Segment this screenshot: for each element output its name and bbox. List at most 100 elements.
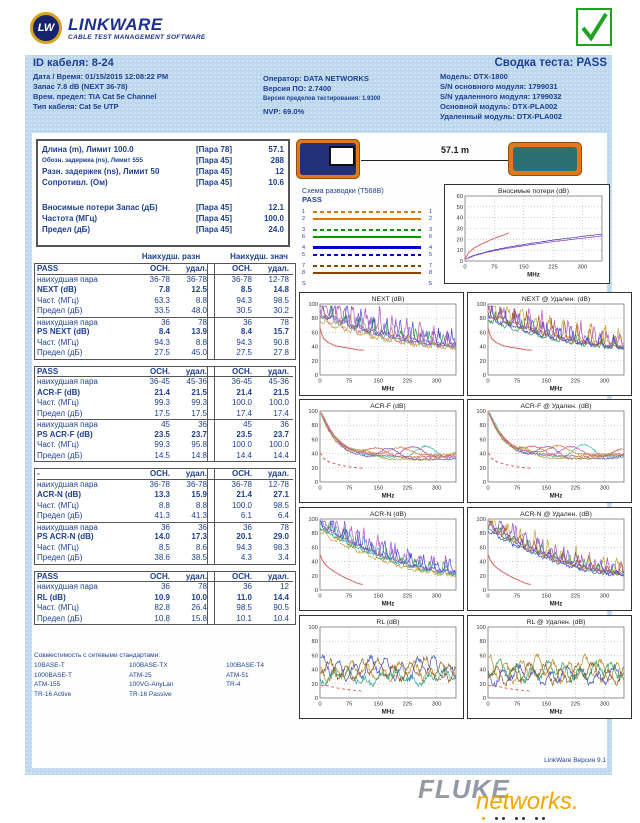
table-row: RL (dB) 10.9 10.0 11.0 14.4 — [37, 592, 293, 603]
cell-value: 26.4 — [191, 603, 207, 612]
svg-text:75: 75 — [346, 594, 352, 600]
info-row: Частота (МГц) [Пара 45] 100.0 — [42, 213, 284, 224]
svg-text:225: 225 — [403, 594, 413, 600]
header-line: Оператор: DATA NETWORKS — [263, 74, 369, 83]
svg-text:75: 75 — [514, 379, 520, 385]
cell-value: 23.5 — [236, 429, 252, 439]
header-line: Основной модуль: DTX-PLA002 — [440, 102, 558, 111]
svg-text:80: 80 — [480, 531, 486, 537]
standards-block: Совместимость с сетевыми стандартами: 10… — [34, 652, 296, 699]
svg-text:MHz: MHz — [550, 386, 563, 393]
svg-text:225: 225 — [571, 379, 581, 385]
cell-value: 7.8 — [158, 285, 170, 294]
svg-text:MHz: MHz — [527, 272, 540, 279]
wire-line — [313, 246, 421, 249]
svg-text:20: 20 — [312, 466, 318, 472]
row-label: PASS — [37, 571, 59, 581]
svg-text:MHz: MHz — [382, 386, 395, 393]
svg-text:150: 150 — [541, 702, 551, 708]
svg-text:10: 10 — [457, 248, 463, 254]
wire-number-right: 3 — [428, 226, 432, 233]
cable-line — [361, 160, 508, 161]
cell-value: 63.3 — [154, 295, 170, 305]
results-section: PASS ОСН. удал. ОСН. удал. наихудшая пара 36 78… — [34, 570, 296, 625]
cell-value: 10.4 — [273, 613, 289, 623]
info-pair: [Пара 45] — [196, 203, 232, 212]
cell-value: 8.8 — [195, 295, 207, 305]
cell-value: 14.4 — [236, 450, 252, 460]
cell-value: 10.0 — [191, 592, 207, 602]
svg-text:40: 40 — [480, 668, 486, 674]
row-label: PS NEXT (dB) — [37, 327, 90, 336]
chart-rl-remote: RL @ Удален. (dB) 0 20 40 60 80 100 0 75 150 225 30… — [467, 615, 632, 719]
svg-text:80: 80 — [312, 316, 318, 322]
cell-value: 17.5 — [154, 408, 170, 418]
info-value: 12 — [275, 167, 284, 176]
svg-text:NEXT (dB): NEXT (dB) — [372, 296, 405, 303]
cell-value: ОСН. — [150, 264, 170, 273]
cell-value: 8.4 — [158, 327, 170, 336]
column-divider — [207, 398, 215, 409]
info-row: Предел (дБ) [Пара 45] 24.0 — [42, 224, 284, 235]
row-label: ACR-F (dB) — [37, 387, 81, 397]
row-label: Част. (МГц) — [37, 500, 79, 510]
cell-value: 48.0 — [191, 306, 207, 315]
cell-value: 78 — [198, 582, 207, 591]
svg-text:60: 60 — [480, 437, 486, 443]
svg-text:150: 150 — [541, 379, 551, 385]
cell-value: 12-78 — [268, 479, 289, 489]
cell-value: 98.5 — [236, 603, 252, 612]
table-row: Част. (МГц) 94.3 8.8 94.3 90.8 — [37, 337, 293, 348]
svg-text:0: 0 — [486, 594, 489, 600]
svg-text:0: 0 — [318, 702, 321, 708]
wire-number-left: 6 — [302, 233, 306, 240]
table-row: наихудшая пара 36-78 36-78 36-78 12-78 — [37, 479, 293, 490]
column-divider — [207, 553, 215, 564]
cell-value: 14.0 — [154, 532, 170, 541]
standard-item: 1000BASE-T — [34, 671, 72, 679]
cell-value: 94.3 — [236, 337, 252, 347]
wire-line — [313, 235, 421, 238]
cell-value: 8.5 — [158, 542, 170, 552]
svg-text:75: 75 — [514, 486, 520, 492]
cell-value: 36-78 — [186, 274, 207, 284]
remote-tester-face — [513, 147, 577, 171]
row-label: Предел (дБ) — [37, 613, 83, 623]
table-row: - ОСН. удал. ОСН. удал. — [37, 469, 293, 480]
cell-value: 4.3 — [240, 553, 252, 562]
info-value: 57.1 — [268, 145, 284, 154]
column-divider — [207, 337, 215, 348]
svg-text:60: 60 — [480, 653, 486, 659]
column-divider — [207, 571, 215, 582]
cell-value: удал. — [185, 264, 207, 273]
cell-value: 13.9 — [191, 327, 207, 336]
info-name: Вносимые потери Запас (дБ) — [42, 203, 158, 212]
svg-text:20: 20 — [480, 574, 486, 580]
svg-text:75: 75 — [346, 486, 352, 492]
row-label: наихудшая пара — [37, 274, 98, 284]
row-label: Част. (МГц) — [37, 440, 79, 449]
info-value: 24.0 — [268, 225, 284, 234]
cell-value: 21.4 — [236, 387, 252, 397]
cell-value: 41.3 — [154, 511, 170, 520]
svg-text:150: 150 — [373, 702, 383, 708]
svg-text:100: 100 — [308, 517, 318, 523]
cell-value: 27.5 — [154, 348, 170, 357]
chart-acrn-remote: ACR-N @ Удален. (dB) 0 20 40 60 80 100 0 75 150 22… — [467, 507, 632, 611]
cell-value: 23.7 — [273, 429, 289, 439]
header-right: Сводка теста: PASS Модель: DTX-1800 S/N о… — [370, 57, 607, 122]
column-divider — [207, 582, 215, 593]
cell-value: 23.7 — [191, 429, 207, 439]
svg-text:RL (dB): RL (dB) — [376, 619, 399, 626]
info-pair: [Пара 78] — [196, 145, 232, 154]
column-divider — [207, 420, 215, 431]
cell-value: 14.4 — [273, 450, 289, 460]
cell-value: 100.0 — [231, 398, 252, 407]
chart-acrn-main: ACR-N (dB) 0 20 40 60 80 100 0 75 150 225 300 MHz — [299, 507, 464, 611]
table-row: PS ACR-F (dB) 23.5 23.7 23.5 23.7 — [37, 429, 293, 440]
wire-number-right: S — [428, 280, 432, 287]
svg-text:225: 225 — [403, 379, 413, 385]
